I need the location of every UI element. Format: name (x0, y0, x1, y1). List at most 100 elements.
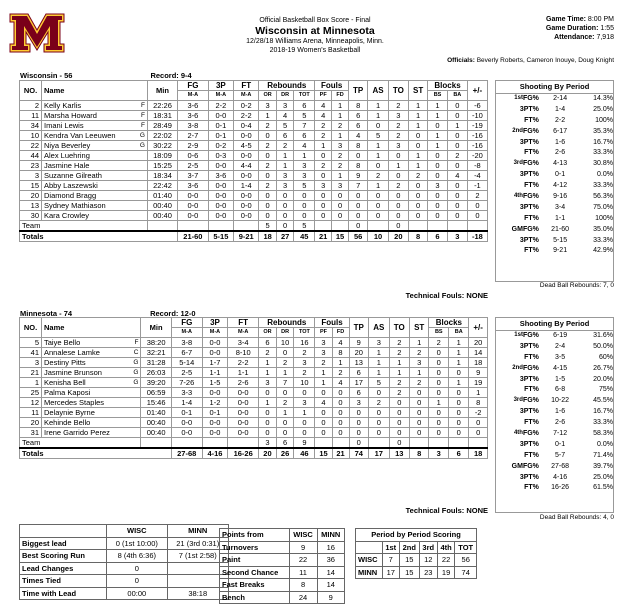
stat-cell: 0 (331, 210, 350, 221)
stat-cell: 0-0 (233, 200, 260, 211)
stat-cell: 0 (407, 130, 429, 141)
player-row: 10 Kendra Van Leeuwen G 22:02 2-7 0-1 0-0 0 6 6 2 1… (19, 130, 489, 141)
col-tp: TP (348, 80, 369, 101)
player-position (137, 170, 148, 181)
stat-cell: 0-0 (170, 427, 203, 438)
stat-cell: 0-0 (233, 130, 260, 141)
stat-cell: 2 (367, 170, 389, 181)
player-row: 23 Jasmine Hale 15:25 2-5 0-0 4-4 2 1 3 2 2 8 0 1 1 0 0-… (19, 160, 489, 171)
stat-cell: 3-3 (170, 387, 203, 398)
stat-cell: 2 (331, 150, 350, 161)
stat-cell: 1 (407, 150, 429, 161)
shooting-pct: 56.3% (593, 192, 613, 200)
stat-cell: 0 (407, 210, 429, 221)
stat-cell: 2 (408, 347, 430, 358)
stat-cell: -4 (466, 170, 489, 181)
stat-cell: 0-6 (177, 150, 209, 161)
stat-cell: 5 (367, 377, 390, 388)
stat-cell: 0 (331, 407, 350, 418)
col-sub-ma: M-A (227, 327, 260, 338)
stat-cell: 0 (258, 210, 277, 221)
row-value: 00:00 (106, 586, 168, 600)
col-sub-bs: BS (428, 327, 450, 338)
shooting-pct: 35.3% (593, 127, 613, 135)
row-value: 17 (381, 565, 400, 579)
table-col-header: 1st (381, 540, 400, 554)
shooting-pct: 33.3% (593, 236, 613, 244)
stat-cell: 6 (348, 367, 369, 378)
stat-cell: 2 (258, 180, 277, 191)
stat-cell: 0 (448, 367, 470, 378)
wisconsin-shooting-frame (495, 80, 614, 282)
stat-cell: 0-0 (207, 110, 235, 121)
shooting-label: 3rdFG% (495, 395, 540, 406)
stat-cell: 0 (348, 210, 369, 221)
row-label: MINN (355, 565, 383, 579)
team-cell (367, 220, 389, 232)
stat-type: FT% (524, 353, 539, 361)
stat-cell: 3 (387, 140, 409, 151)
minnesota-logo (8, 10, 66, 61)
stat-cell: 16 (293, 337, 316, 348)
stat-cell: 4 (331, 337, 350, 348)
stat-cell: 0 (388, 427, 410, 438)
stat-cell: 0 (446, 110, 468, 121)
totals-cell: 3 (446, 230, 468, 242)
stat-cell: 3-8 (170, 337, 203, 348)
totals-row: Totals 27-68 4-16 16-26 20 26 46 15 21 74 17 13 8 3 6 1… (19, 447, 488, 459)
stat-cell: 0 (275, 427, 295, 438)
stat-cell: 2 (314, 120, 333, 131)
shooting-made: 3-4 (555, 203, 566, 211)
col-name: Name (41, 80, 148, 101)
player-number: 3 (19, 170, 42, 181)
period-label: 2nd (512, 127, 523, 134)
stat-cell: 14 (468, 347, 488, 358)
table-col-header: TOT (454, 540, 477, 554)
stat-cell: 0 (275, 210, 295, 221)
stat-cell: 0-0 (227, 397, 260, 408)
stat-cell: 0 (258, 190, 277, 201)
stat-cell: 19 (468, 377, 488, 388)
stat-cell: 0 (407, 180, 429, 191)
shooting-row: 3PT% 0-1 0.0% (495, 169, 614, 180)
stat-cell: 4 (446, 170, 468, 181)
attendance-label: Attendance: (554, 34, 595, 41)
points-from-table: Points from WISC MINN Turnovers 9 16 Paint 22 36… (219, 528, 346, 604)
col-sub-tot: TOT (293, 90, 316, 101)
player-minutes: 22:02 (146, 130, 179, 141)
team-cell (367, 437, 390, 449)
team-cell (446, 220, 468, 232)
player-name: Diamond Bragg (40, 190, 138, 201)
stat-cell: 8 (331, 347, 350, 358)
totals-cell: 74 (348, 447, 369, 459)
stat-cell: 1-7 (201, 357, 229, 368)
stat-cell: 8-10 (227, 347, 260, 358)
stat-cell: 3 (258, 100, 277, 111)
shooting-pct: 60% (598, 353, 613, 361)
stat-cell: 2 (446, 150, 468, 161)
stat-cell: 0-1 (201, 407, 229, 418)
stat-cell: 0 (367, 387, 390, 398)
stat-cell: 0-0 (207, 180, 235, 191)
stat-cell: 0 (258, 427, 277, 438)
stat-cell: -19 (466, 120, 489, 131)
wisconsin-box-score: NO. Name Min FG 3P FT Rebounds Fouls TP AS TO ST Blo… (18, 80, 489, 242)
stat-cell: 1 (367, 110, 389, 121)
shooting-pct: 0.0% (597, 171, 613, 179)
stat-cell: 2 (314, 130, 333, 141)
shooting-pct: 39.7% (593, 462, 613, 470)
stat-type: 3PT% (519, 473, 539, 481)
col-sub-dr: DR (275, 327, 295, 338)
stat-cell: 0 (314, 407, 333, 418)
col-3p: 3P (207, 80, 235, 91)
col-rebounds: Rebounds (258, 317, 316, 328)
table-col-header: WISC (106, 524, 168, 538)
stat-cell: 0 (466, 210, 489, 221)
minnesota-shooting-by-period: Shooting By Period 1stFG% 6-19 31.6% 3PT% 2-4… (495, 318, 614, 493)
stat-cell: 4 (331, 377, 350, 388)
stat-type: FT% (524, 419, 539, 427)
season-line: 2018-19 Women's Basketball (269, 47, 361, 54)
shooting-pct: 35.0% (593, 225, 613, 233)
stat-cell: 0 (258, 150, 277, 161)
row-value: 0 (106, 561, 168, 575)
